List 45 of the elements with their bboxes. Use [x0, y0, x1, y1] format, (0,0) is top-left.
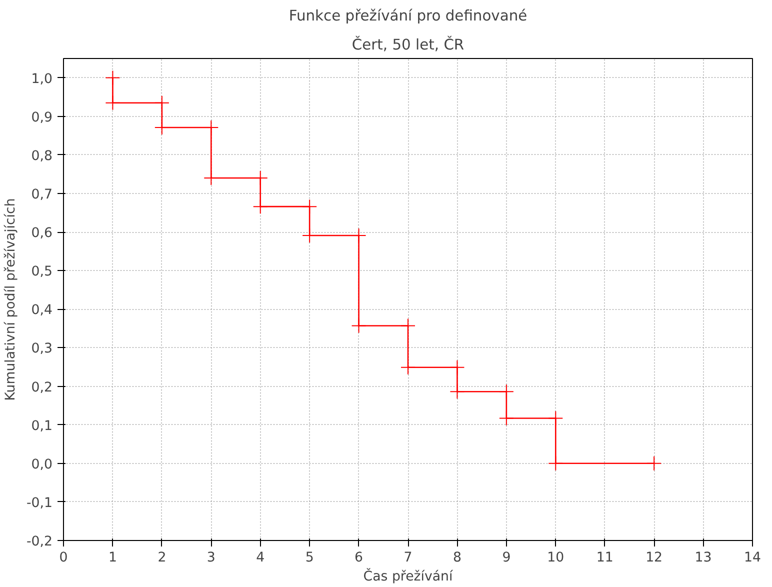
y-tick-label: 0,8	[31, 148, 53, 164]
point	[498, 384, 514, 400]
y-tick-label: 0,5	[31, 264, 53, 280]
x-tick-label: 1	[108, 550, 117, 566]
y-tick-label: 0,4	[31, 303, 53, 318]
x-tick-label: 10	[547, 550, 564, 566]
x-tick-label: 0	[59, 550, 68, 566]
point	[548, 410, 564, 426]
y-tick-label: 1,0	[31, 72, 53, 87]
y-tick-label: 0,9	[31, 110, 53, 126]
point	[646, 456, 662, 471]
point	[105, 70, 120, 86]
point	[105, 95, 120, 110]
x-tick-label: 8	[452, 550, 462, 566]
x-tick-label: 13	[694, 550, 712, 566]
y-tick-label: -0,1	[26, 496, 53, 511]
x-tick-label: 4	[256, 550, 265, 566]
point	[498, 410, 514, 426]
x-tick-label: 3	[206, 550, 216, 566]
y-tick-label: -0,2	[26, 534, 53, 550]
x-tick-label: 9	[502, 550, 511, 566]
y-tick-label: 0,7	[31, 187, 53, 202]
y-axis-title: Kumulativní podíl přežívajících	[3, 198, 18, 401]
x-axis-title: Čas přežívání	[363, 568, 454, 584]
y-tick-label: 0,2	[31, 380, 53, 396]
y-tick-label: 0,1	[31, 418, 53, 434]
point	[351, 318, 366, 334]
x-tick-label: 6	[354, 550, 364, 566]
y-tick-label: 0,3	[31, 342, 53, 357]
x-tick-label: 5	[305, 550, 314, 566]
chart-subtitle: Čert, 50 let, ČR	[352, 36, 464, 54]
y-tick-label: 0,6	[31, 226, 53, 242]
x-tick-label: 12	[646, 550, 663, 566]
chart-title: Funkce přežívání pro definované	[288, 8, 528, 24]
point	[450, 360, 465, 375]
point	[252, 199, 268, 214]
point	[302, 199, 318, 214]
point	[548, 456, 564, 471]
point	[450, 384, 465, 400]
point	[154, 95, 170, 110]
x-tick-label: 11	[596, 550, 614, 566]
y-tick-label: 0,0	[31, 457, 53, 472]
x-tick-label: 2	[158, 550, 166, 566]
x-tick-label: 14	[744, 550, 761, 566]
x-tick-label: 7	[404, 550, 412, 566]
